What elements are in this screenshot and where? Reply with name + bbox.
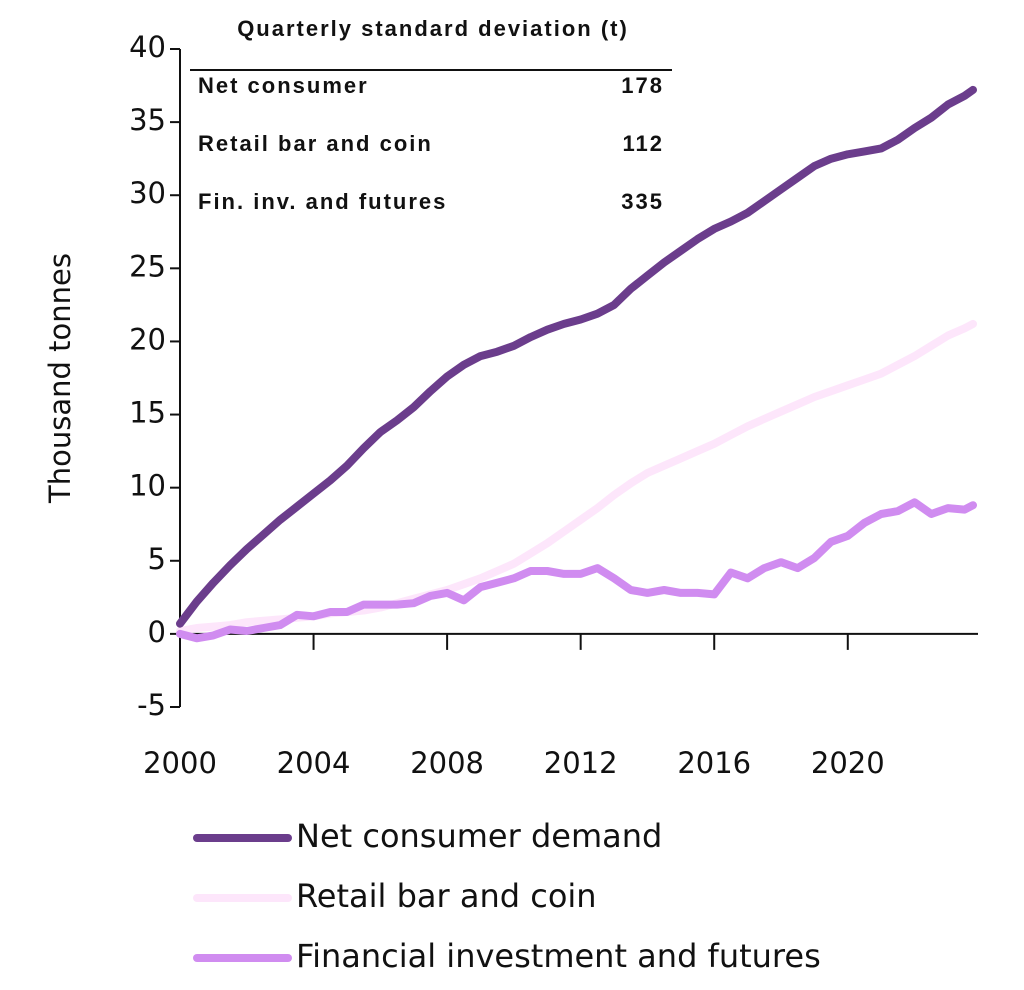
y-tick-label: 15: [129, 396, 166, 430]
y-tick-label: 35: [129, 103, 166, 137]
y-tick-label: 10: [129, 469, 166, 503]
data-line: [176, 85, 977, 628]
x-tick-label: 2000: [143, 746, 217, 780]
inset-row-name: Net consumer: [198, 73, 369, 98]
inset-row-name: Fin. inv. and futures: [198, 189, 447, 214]
y-tick-label: 30: [129, 176, 166, 210]
y-tick-label: 5: [148, 542, 166, 576]
x-tick-label: 2020: [811, 746, 885, 780]
y-tick-label: 40: [129, 30, 166, 64]
inset-row-value: 335: [621, 189, 664, 214]
data-line: [176, 319, 977, 635]
legend-label: Net consumer demand: [296, 817, 662, 855]
legend-label: Financial investment and futures: [296, 937, 821, 975]
inset-row-value: 112: [623, 131, 665, 156]
y-tick-label: 25: [129, 249, 166, 283]
x-tick-label: 2004: [277, 746, 351, 780]
y-axis-label: Thousand tonnes: [43, 253, 77, 504]
x-tick-label: 2008: [410, 746, 484, 780]
y-tick-label: -5: [137, 688, 166, 722]
inset-row-value: 178: [621, 73, 664, 98]
data-line: [176, 498, 977, 643]
inset-row-name: Retail bar and coin: [198, 131, 433, 156]
inset-title: Quarterly standard deviation (t): [237, 16, 629, 41]
x-tick-label: 2012: [544, 746, 618, 780]
legend-label: Retail bar and coin: [296, 877, 597, 915]
y-tick-label: 0: [148, 615, 166, 649]
x-tick-label: 2016: [677, 746, 751, 780]
y-tick-label: 20: [129, 322, 166, 356]
